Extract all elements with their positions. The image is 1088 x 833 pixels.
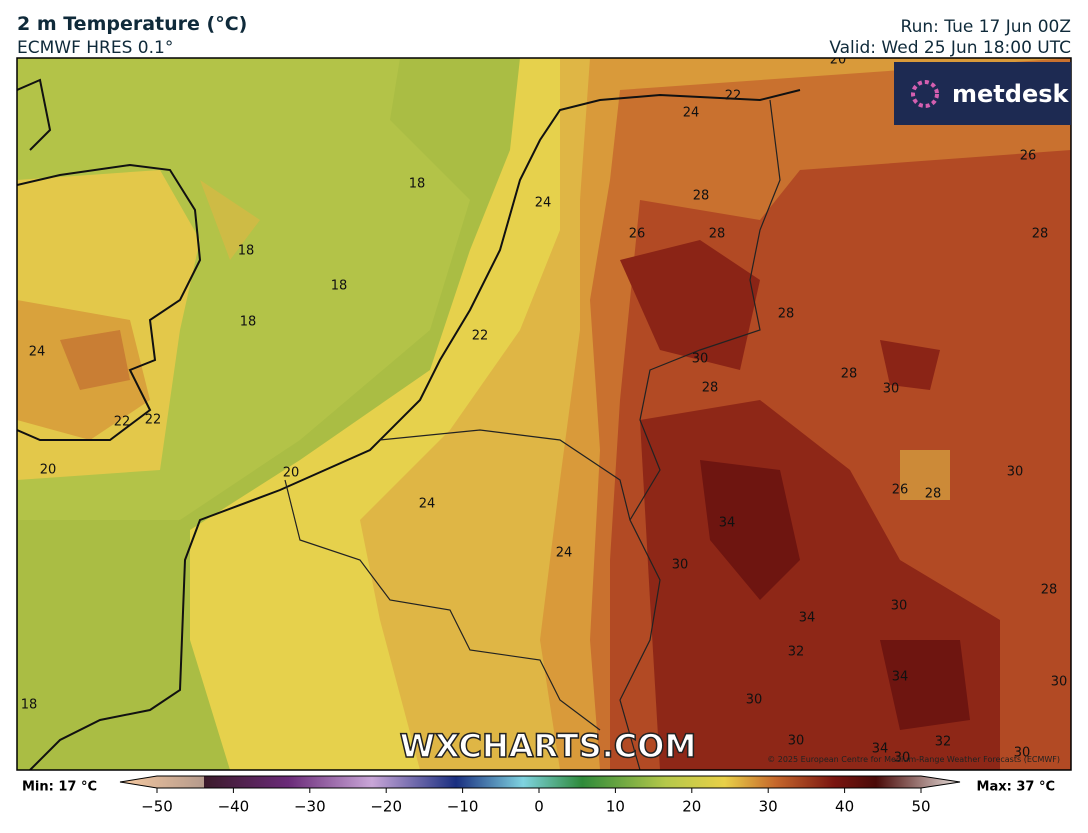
contour-label: 22 (725, 89, 742, 104)
colorbar-tick-label: 20 (682, 798, 701, 816)
contour-label: 30 (894, 751, 911, 766)
contour-label: 26 (629, 227, 646, 242)
contour-label: 26 (1020, 149, 1037, 164)
contour-label: 18 (21, 698, 38, 713)
contour-label: 30 (883, 382, 900, 397)
valid-time: Valid: Wed 25 Jun 18:00 UTC (829, 38, 1071, 58)
run-time: Run: Tue 17 Jun 00Z (900, 17, 1071, 37)
contour-label: 34 (719, 516, 736, 531)
colorbar-tick-label: 10 (606, 798, 625, 816)
contour-label: 28 (1032, 227, 1049, 242)
contour-label: 22 (472, 329, 489, 344)
contour-label: 30 (1051, 675, 1068, 690)
title: 2 m Temperature (°C) (17, 13, 248, 35)
contour-label: 24 (535, 196, 552, 211)
contour-label: 30 (891, 599, 908, 614)
contour-label: 22 (145, 413, 162, 428)
colorbar-tick-label: 40 (835, 798, 854, 816)
contour-label: 32 (788, 645, 805, 660)
colorbar-min: Min: 17 °C (22, 780, 97, 795)
colorbar-tick-label: 30 (759, 798, 778, 816)
contour-label: 30 (1007, 465, 1024, 480)
contour-label: 32 (935, 735, 952, 750)
contour-label: 34 (799, 611, 816, 626)
contour-label: 24 (556, 546, 573, 561)
contour-label: 26 (892, 483, 909, 498)
coastline (17, 78, 801, 770)
copyright: © 2025 European Centre for Medium-Range … (767, 755, 1060, 764)
contour-label: 28 (925, 487, 942, 502)
contour-label: 24 (419, 497, 436, 512)
colorbar (119, 775, 961, 789)
contour-label: 18 (331, 279, 348, 294)
contour-label: 20 (283, 466, 300, 481)
contour-label: 18 (409, 177, 426, 192)
contour-label: 28 (778, 307, 795, 322)
contour-label: 30 (1014, 746, 1031, 761)
contour-label: 18 (238, 244, 255, 259)
contour-label: 22 (114, 415, 131, 430)
logo-box (894, 62, 1071, 125)
colorbar-max: Max: 37 °C (977, 780, 1055, 795)
logo-icon (911, 80, 939, 108)
contour-label: 28 (841, 367, 858, 382)
colorbar-tick-label: −20 (370, 798, 402, 816)
colorbar-tick-label: −40 (218, 798, 250, 816)
logo: metdesk (952, 80, 1070, 108)
model: ECMWF HRES 0.1° (17, 38, 174, 58)
borders (284, 99, 781, 770)
contour-label: 28 (1041, 583, 1058, 598)
contour-label: 34 (892, 670, 909, 685)
contour-label: 30 (692, 352, 709, 367)
contour-label: 20 (830, 53, 847, 68)
contour-label: 30 (788, 734, 805, 749)
contour-label: 30 (672, 558, 689, 573)
contour-label: 24 (683, 106, 700, 121)
watermark: WXCHARTS.COM (400, 727, 697, 765)
contour-label: 34 (872, 742, 889, 757)
contour-label: 18 (240, 315, 257, 330)
map-field: 20 22 24 26 18 28 24 18 26 28 28 18 18 28 22 24 30 28 28 30… (17, 53, 1071, 770)
colorbar-tick-label: −50 (141, 798, 173, 816)
contour-label: 28 (702, 381, 719, 396)
contour-label: 30 (746, 693, 763, 708)
contour-label: 24 (29, 345, 46, 360)
contour-label: 28 (693, 189, 710, 204)
contour-label: 28 (709, 227, 726, 242)
contour-label: 20 (40, 463, 57, 478)
colorbar-tick-label: −10 (447, 798, 479, 816)
colorbar-tick-label: 0 (534, 798, 544, 816)
colorbar-tick-label: 50 (911, 798, 930, 816)
colorbar-tick-label: −30 (294, 798, 326, 816)
